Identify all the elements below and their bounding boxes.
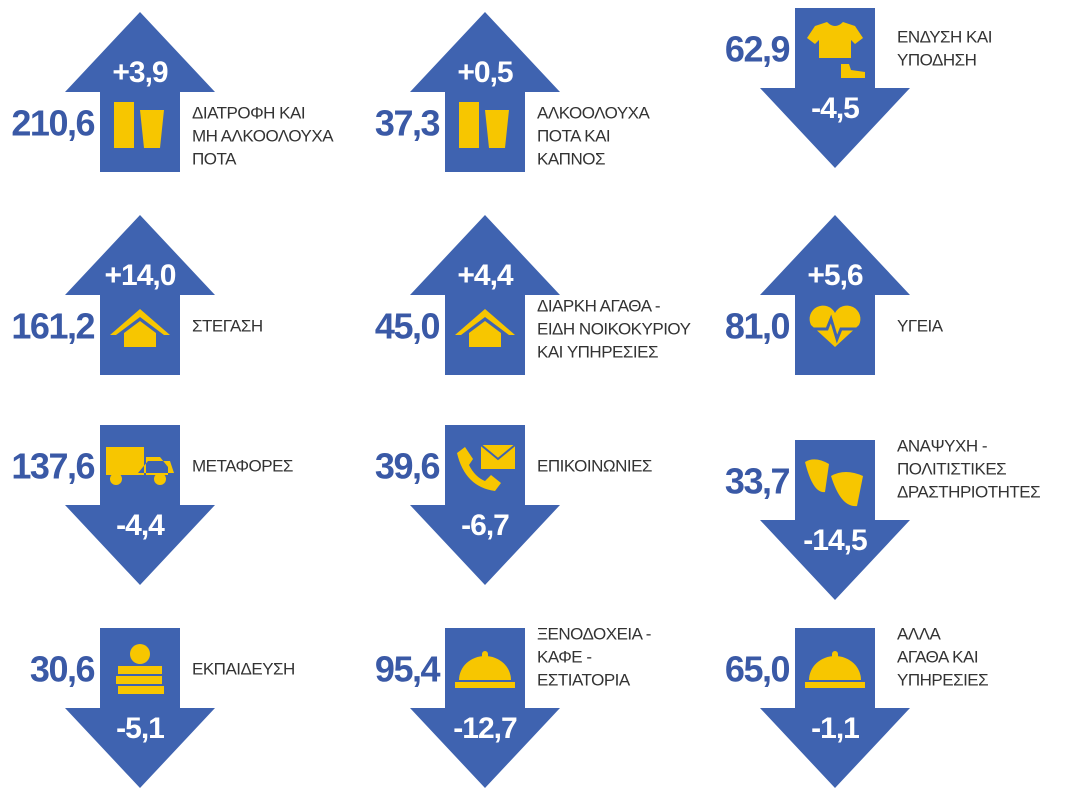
category-label: ΚΑΙ ΥΠΗΡΕΣΙΕΣ [537, 342, 658, 361]
change-text: +4,4 [457, 259, 514, 292]
icon-shape [110, 309, 170, 347]
change-text: -1,1 [811, 712, 859, 745]
icon [114, 102, 164, 148]
icon-shape [809, 305, 861, 347]
change-text: -12,7 [453, 712, 517, 745]
category-label: ΜΕΤΑΦΟΡΕΣ [192, 456, 293, 475]
category-label: ΠΟΤΑ ΚΑΙ [537, 126, 610, 145]
icon [457, 444, 516, 491]
icon [809, 305, 861, 347]
change-text: -4,5 [811, 92, 859, 125]
icon-line [480, 444, 516, 461]
arrow [760, 215, 910, 375]
change-text: -14,5 [803, 524, 867, 557]
category-label: ΕΠΙΚΟΙΝΩΝΙΕΣ [537, 456, 652, 475]
icon-shape [841, 64, 865, 78]
category-label: ΕΙΔΗ ΝΟΙΚΟΚΥΡΙΟΥ [537, 319, 691, 338]
arrow [410, 12, 560, 172]
icon [807, 22, 865, 78]
category-label: ΔΙΑΡΚΗ ΑΓΑΘΑ - [537, 296, 660, 315]
category-label: ΚΑΠΝΟΣ [537, 149, 605, 168]
icon [110, 309, 170, 347]
category-label: ΜΗ ΑΛΚΟΟΛΟΥΧΑ [192, 126, 334, 145]
change-text: +5,6 [807, 259, 863, 292]
category-label: ΑΓΑΘΑ ΚΑΙ [897, 647, 978, 666]
category-label: ΞΕΝΟΔΟΧΕΙΑ - [537, 624, 651, 643]
category-label: ΥΠΗΡΕΣΙΕΣ [897, 670, 988, 689]
icon-fruit [114, 124, 134, 144]
arrow [410, 215, 560, 375]
arrow [760, 628, 910, 788]
change-text: +14,0 [105, 259, 176, 292]
value-text: 45,0 [375, 306, 440, 347]
value-text: 161,2 [11, 306, 94, 347]
icon-wheel [110, 473, 122, 485]
change-text: +0,5 [457, 56, 513, 89]
arrow [65, 215, 215, 375]
value-text: 65,0 [725, 649, 790, 690]
icon-shape [807, 22, 863, 58]
icon-wheel [154, 473, 166, 485]
category-label: ΕΚΠΑΙΔΕΥΣΗ [192, 659, 295, 678]
value-text: 210,6 [11, 103, 94, 144]
arrow [65, 12, 215, 172]
icon-shape [106, 447, 174, 475]
change-text: -5,1 [116, 712, 164, 745]
category-label: ΣΤΕΓΑΣΗ [192, 316, 263, 335]
icon-shape [116, 666, 164, 694]
icon [459, 102, 509, 148]
category-label: ΔΡΑΣΤΗΡΙΟΤΗΤΕΣ [897, 482, 1040, 501]
icon-line [811, 314, 859, 344]
icon-shape [805, 651, 865, 688]
arrow [65, 628, 215, 788]
icon-fruit [459, 124, 479, 144]
category-label: ΠΟΛΙΤΙΣΤΙΚΕΣ [897, 459, 1006, 478]
value-text: 95,4 [375, 649, 441, 690]
value-text: 33,7 [725, 461, 790, 502]
category-label: ΑΛΛΑ [897, 624, 942, 643]
icon [805, 651, 865, 688]
icon-shape [805, 459, 863, 507]
category-label: ΥΓΕΙΑ [897, 316, 944, 335]
icon [106, 447, 174, 485]
arrow [410, 628, 560, 788]
value-text: 37,3 [375, 103, 440, 144]
category-label: ΚΑΦΕ - [537, 647, 591, 666]
icon [455, 309, 515, 347]
value-text: 39,6 [375, 446, 440, 487]
arrow [65, 425, 215, 585]
icon-shape [455, 309, 515, 347]
arrow [760, 8, 910, 168]
category-label: ΥΠΟΔΗΣΗ [897, 50, 976, 69]
category-label: ΑΝΑΨΥΧΗ - [897, 436, 987, 455]
arrow [760, 440, 910, 600]
value-text: 30,6 [30, 649, 95, 690]
icon [455, 651, 515, 688]
arrow [410, 425, 560, 585]
value-text: 137,6 [11, 446, 94, 487]
category-label: ΕΣΤΙΑΤΟΡΙΑ [537, 670, 631, 689]
icon-shape [457, 447, 501, 491]
icon-shape [455, 651, 515, 688]
icon [805, 459, 863, 507]
value-text: 81,0 [725, 306, 790, 347]
icon-apple [130, 644, 150, 664]
category-label: ΠΟΤΑ [192, 149, 237, 168]
icon [116, 644, 164, 694]
category-label: ΔΙΑΤΡΟΦΗ ΚΑΙ [192, 103, 305, 122]
category-label: ΑΛΚΟΟΛΟΥΧΑ [537, 103, 651, 122]
category-label: ΕΝΔΥΣΗ ΚΑΙ [897, 27, 992, 46]
value-text: 62,9 [725, 29, 790, 70]
change-text: -4,4 [116, 509, 165, 542]
change-text: +3,9 [112, 56, 168, 89]
change-text: -6,7 [461, 509, 509, 542]
